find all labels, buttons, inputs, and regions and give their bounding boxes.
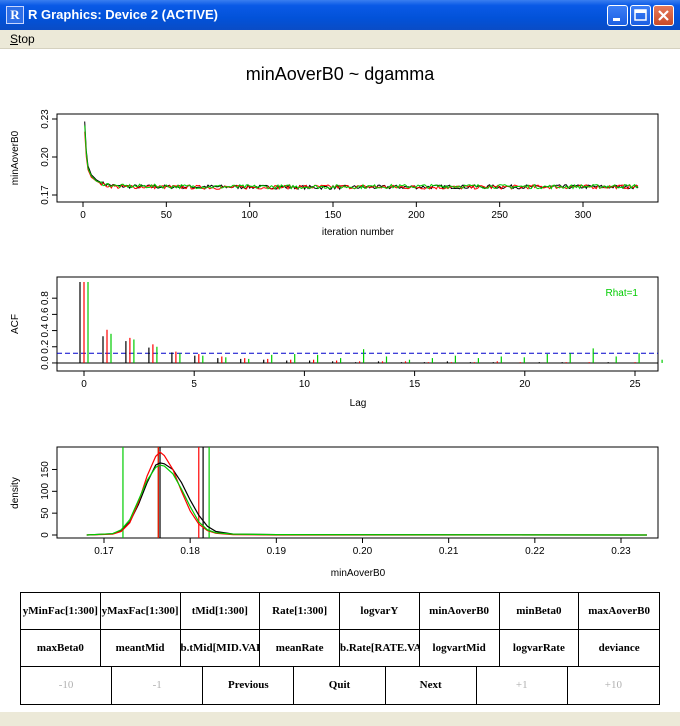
acf-xtick-label: 15 [409, 379, 421, 390]
window-bottom-border [0, 712, 680, 726]
density-xtick-label: 0.20 [353, 546, 373, 557]
trace-xtick-label: 300 [575, 210, 592, 221]
grid-button-ymaxfac-1-300[interactable]: yMaxFac[1:300] [100, 593, 181, 630]
plot-canvas: minAoverB0 ~ dgamma minAoverB0 iteration… [10, 64, 663, 579]
window-titlebar[interactable]: R R Graphics: Device 2 (ACTIVE) [0, 0, 680, 30]
trace-series [84, 121, 639, 191]
acf-xtick-label: 25 [629, 379, 641, 390]
acf-ylabel: ACF [10, 314, 21, 334]
menu-bar: Stop [0, 30, 680, 49]
trace-xtick-label: 150 [325, 210, 342, 221]
acf-ytick-label: 0.6 [40, 307, 51, 321]
acf-xtick-label: 5 [191, 379, 197, 390]
density-curve-chain-3 [86, 464, 647, 536]
variable-buttons-row-2: maxBeta0meantMidb.tMid[MID.VARS]meanRate… [21, 630, 659, 667]
density-xtick-label: 0.19 [267, 546, 287, 557]
trace-ytick-label: 0.20 [40, 147, 51, 167]
trace-xtick-label: 100 [241, 210, 258, 221]
grid-button-10[interactable]: -10 [21, 667, 113, 704]
acf-xtick-label: 20 [519, 379, 531, 390]
maximize-button[interactable] [630, 5, 651, 26]
trace-ytick-label: 0.17 [40, 185, 51, 205]
acf-xlabel: Lag [350, 398, 367, 409]
r-app-icon: R [6, 6, 24, 24]
maximize-icon [634, 9, 647, 21]
density-xtick-label: 0.17 [94, 546, 114, 557]
plot-area: minAoverB0 ~ dgamma minAoverB0 iteration… [4, 49, 676, 589]
plot-main-title: minAoverB0 ~ dgamma [246, 64, 436, 84]
trace-panel-frame [56, 113, 659, 203]
minimize-button[interactable] [607, 5, 628, 26]
acf-xtick-label: 0 [81, 379, 87, 390]
acf-bars [57, 282, 663, 364]
density-curve-chain-2 [86, 451, 647, 536]
density-curve-chain-1 [86, 462, 647, 536]
density-xlabel: minAoverB0 [331, 568, 386, 579]
grid-button-logvartmid[interactable]: logvartMid [419, 630, 500, 667]
density-xtick-label: 0.22 [525, 546, 545, 557]
density-ylabel: density [10, 477, 21, 509]
density-ytick-label: 100 [40, 483, 51, 500]
variable-buttons-row-1: yMinFac[1:300] yMaxFac[1:300] tMid[1:300] R… [21, 593, 659, 630]
grid-button-minbeta0[interactable]: minBeta0 [499, 593, 580, 630]
grid-button-previous[interactable]: Previous [203, 667, 295, 704]
density-xtick-label: 0.21 [439, 546, 459, 557]
grid-button-meantmid[interactable]: meantMid [100, 630, 181, 667]
grid-button-maxaoverb0[interactable]: maxAoverB0 [579, 593, 659, 630]
trace-ytick-label: 0.23 [40, 109, 51, 129]
acf-ytick-label: 0.8 [40, 291, 51, 305]
close-icon [658, 10, 669, 21]
grid-button-maxbeta0[interactable]: maxBeta0 [21, 630, 101, 667]
menu-stop-accelerator: S [10, 32, 19, 46]
density-series [86, 447, 647, 538]
trace-line-chain-1 [84, 121, 639, 191]
density-ytick-label: 50 [40, 507, 51, 519]
grid-button-logvarrate[interactable]: logvarRate [499, 630, 580, 667]
menu-stop-label: top [18, 32, 35, 46]
density-axis-ticks: 0.17 0.18 0.19 0.20 0.21 0.22 0.23 0 50 100 150 [40, 461, 631, 557]
trace-xtick-label: 50 [161, 210, 173, 221]
density-ytick-label: 150 [40, 461, 51, 478]
density-ytick-label: 0 [40, 532, 51, 538]
trace-ylabel: minAoverB0 [10, 130, 21, 185]
density-xtick-label: 0.23 [611, 546, 631, 557]
grid-button-10[interactable]: +10 [567, 667, 659, 704]
trace-xlabel: iteration number [322, 227, 395, 238]
acf-ytick-label: 0.2 [40, 339, 51, 353]
acf-rhat-label: Rhat=1 [605, 288, 638, 299]
trace-line-chain-3 [84, 125, 639, 190]
grid-button-tmid-1-300[interactable]: tMid[1:300] [180, 593, 261, 630]
density-panel-frame [56, 446, 659, 539]
grid-button-b-tmid-mid-vars[interactable]: b.tMid[MID.VARS] [180, 630, 261, 667]
grid-button-logvary[interactable]: logvarY [340, 593, 420, 630]
trace-xtick-label: 0 [80, 210, 86, 221]
trace-line-chain-2 [84, 131, 639, 191]
acf-ytick-label: 0.4 [40, 323, 51, 337]
window-title: R Graphics: Device 2 (ACTIVE) [28, 7, 218, 22]
variable-button-grid: yMinFac[1:300] yMaxFac[1:300] tMid[1:300] R… [20, 592, 660, 705]
grid-button-b-rate-rate-vars[interactable]: b.Rate[RATE.VARS] [340, 630, 420, 667]
close-button[interactable] [653, 5, 674, 26]
acf-axis-ticks: 0 5 10 15 20 25 0.0 0.2 0.4 0.6 0.8 [40, 291, 641, 390]
menu-stop[interactable]: Stop [10, 32, 35, 46]
grid-button-rate-1-300[interactable]: Rate[1:300] [260, 593, 340, 630]
grid-button-1[interactable]: -1 [112, 667, 204, 704]
acf-ytick-label: 0.0 [40, 356, 51, 370]
minimize-icon [613, 18, 620, 21]
density-xtick-label: 0.18 [180, 546, 200, 557]
grid-button-minaoverb0[interactable]: minAoverB0 [419, 593, 500, 630]
trace-xtick-label: 200 [408, 210, 425, 221]
acf-xtick-label: 10 [299, 379, 311, 390]
acf-panel-frame [56, 276, 659, 372]
grid-button-quit[interactable]: Quit [294, 667, 386, 704]
grid-button-next[interactable]: Next [385, 667, 477, 704]
navigation-buttons-row: -10 -1 Previous Quit Next +1 +10 [21, 667, 659, 704]
grid-button-deviance[interactable]: deviance [579, 630, 659, 667]
grid-button-1[interactable]: +1 [476, 667, 568, 704]
trace-axis-ticks: 0 50 100 150 200 250 300 0.17 0.20 0.23 [40, 109, 592, 221]
trace-xtick-label: 250 [491, 210, 508, 221]
grid-button-meanrate[interactable]: meanRate [260, 630, 340, 667]
grid-button-yminfac-1-300[interactable]: yMinFac[1:300] [21, 593, 101, 630]
